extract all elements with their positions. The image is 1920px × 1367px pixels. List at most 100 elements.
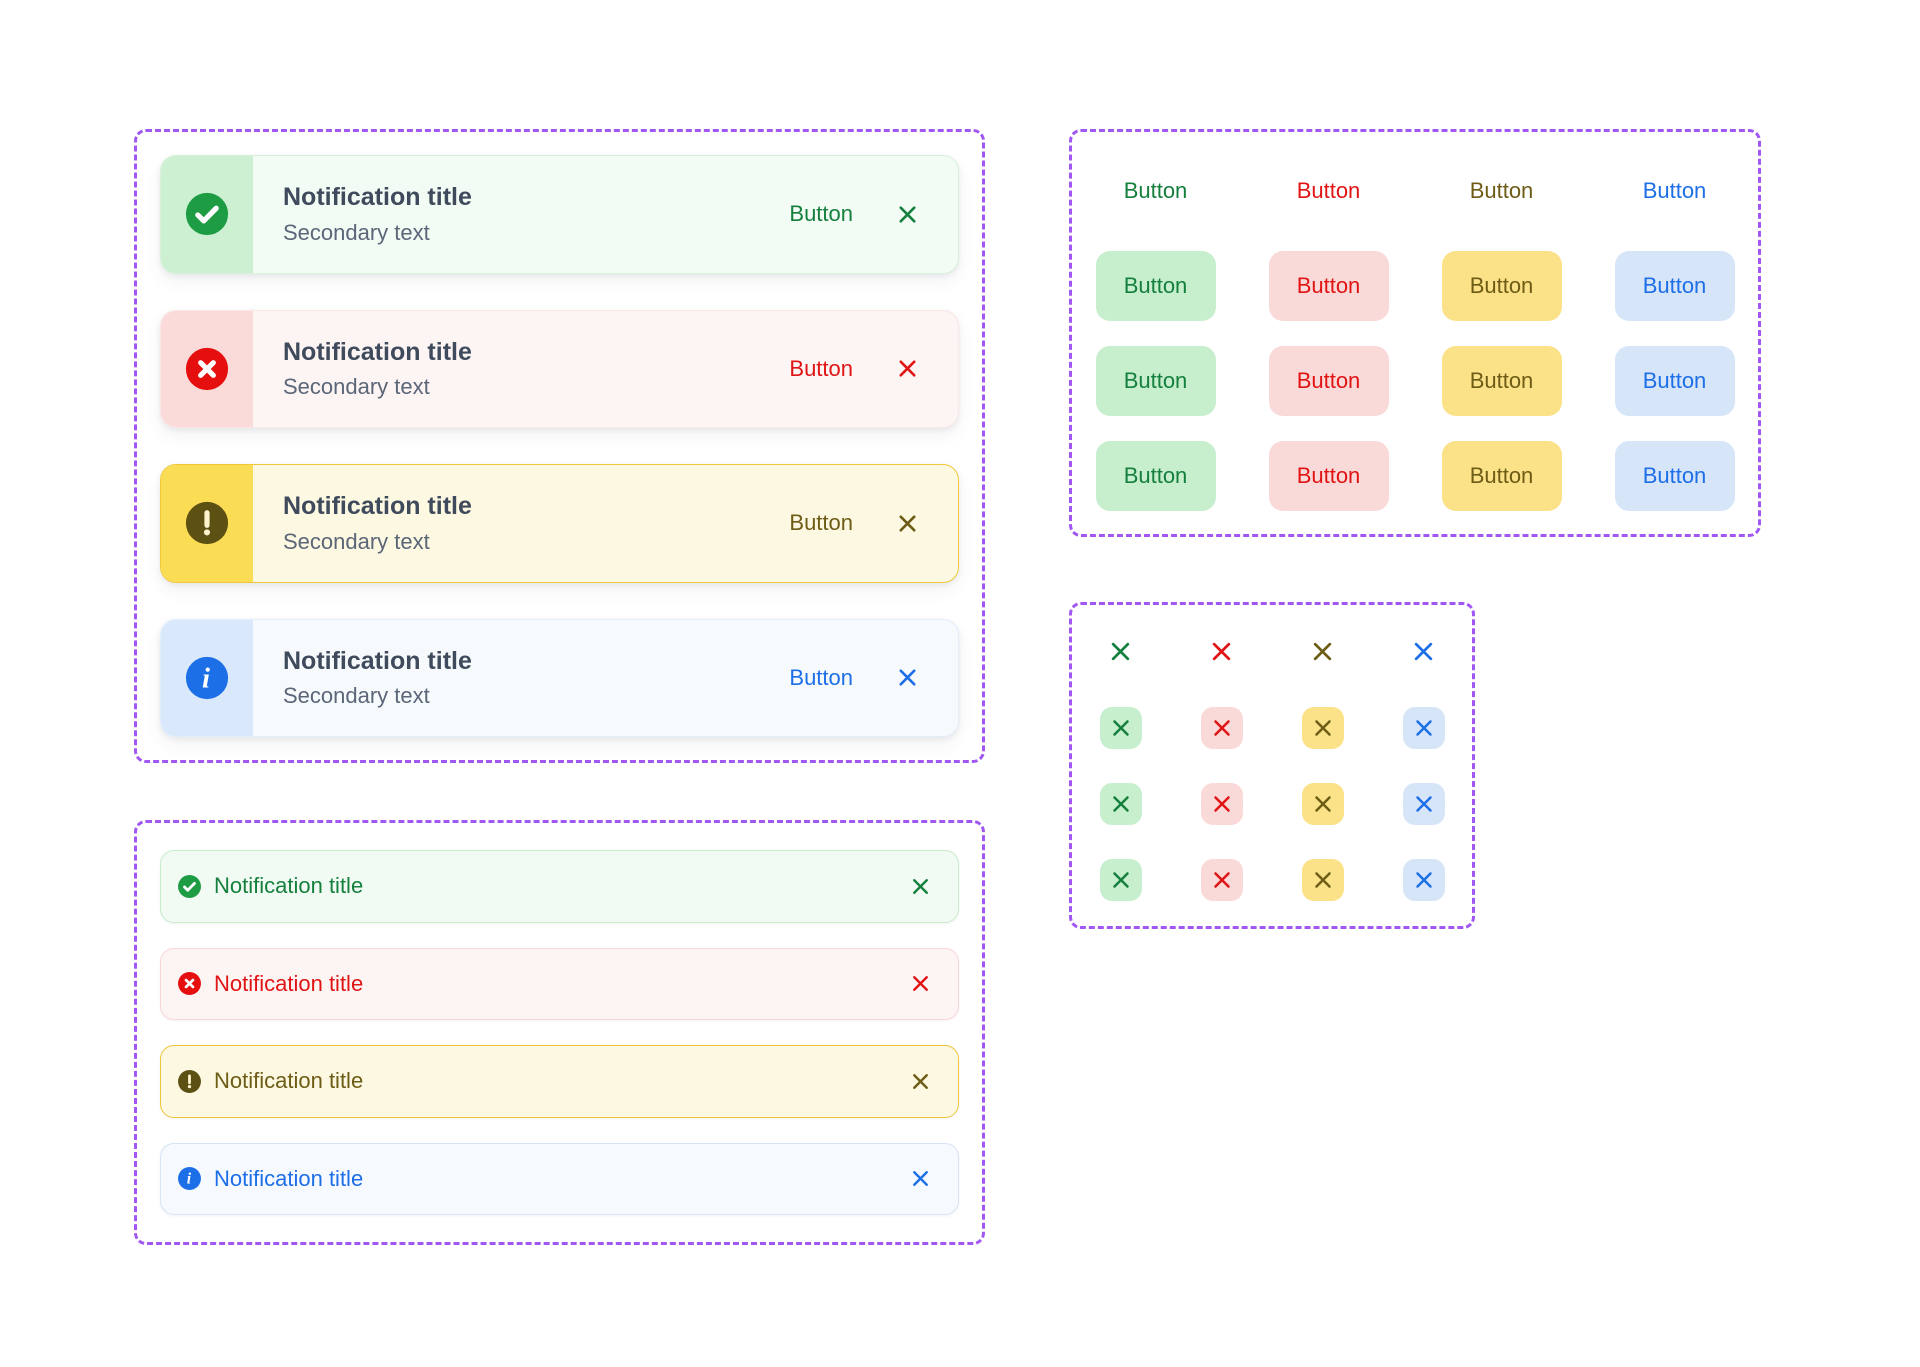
filled-button-warning[interactable]: Button xyxy=(1441,345,1562,416)
close-tile-error[interactable] xyxy=(1200,782,1243,825)
notification-content: Notification title Secondary text xyxy=(253,156,789,273)
text-button-warning[interactable]: Button xyxy=(1442,156,1562,226)
close-tile-info[interactable] xyxy=(1402,706,1445,749)
close-tile-success[interactable] xyxy=(1099,858,1142,901)
exclamation-circle-icon xyxy=(185,502,229,545)
compact-notification-error: Notification title xyxy=(160,947,959,1020)
close-button-warning[interactable] xyxy=(1302,631,1344,673)
filled-button-error[interactable]: Button xyxy=(1268,440,1389,511)
close-icon xyxy=(1314,719,1331,736)
close-icon-grid-panel xyxy=(1069,602,1475,929)
close-icon xyxy=(899,360,916,377)
close-icon xyxy=(913,1171,928,1187)
close-tile-warning[interactable] xyxy=(1301,706,1344,749)
svg-text:i: i xyxy=(202,662,210,694)
notification-actions: Button xyxy=(789,465,958,582)
x-circle-icon xyxy=(185,347,229,390)
compact-notifications-panel: Notification title Notification title No… xyxy=(134,820,985,1245)
close-icon xyxy=(1213,871,1230,888)
close-icon xyxy=(899,515,916,532)
close-tile-info[interactable] xyxy=(1402,858,1445,901)
button-grid-panel: Button Button Button Button Button Butto… xyxy=(1069,129,1761,537)
close-button-error[interactable] xyxy=(1201,631,1243,673)
notification-secondary-text: Secondary text xyxy=(283,528,430,554)
close-tile-warning[interactable] xyxy=(1301,782,1344,825)
close-icon xyxy=(1212,642,1231,661)
text-button-error[interactable]: Button xyxy=(1269,156,1389,226)
close-tile-success[interactable] xyxy=(1099,706,1142,749)
close-tile-error[interactable] xyxy=(1200,706,1243,749)
notification-title: Notification title xyxy=(214,1068,364,1094)
notification-warning: Notification title Secondary text Button xyxy=(160,464,959,583)
close-icon xyxy=(899,206,916,223)
notification-content: Notification title Secondary text xyxy=(253,311,789,428)
close-button[interactable] xyxy=(909,972,932,995)
x-circle-icon xyxy=(178,972,201,996)
close-icon xyxy=(1415,871,1432,888)
notification-title: Notification title xyxy=(214,1165,364,1191)
close-button[interactable] xyxy=(909,1070,932,1093)
filled-button-info[interactable]: Button xyxy=(1614,250,1735,321)
filled-button-success[interactable]: Button xyxy=(1095,440,1216,511)
notification-title: Notification title xyxy=(283,492,472,521)
notification-action-button[interactable]: Button xyxy=(789,201,853,227)
close-tile-info[interactable] xyxy=(1402,782,1445,825)
large-notifications-panel: Notification title Secondary text Button xyxy=(134,129,985,763)
notification-icon-area: i xyxy=(161,619,253,736)
close-button-info[interactable] xyxy=(1403,631,1445,673)
notification-title: Notification title xyxy=(214,970,364,996)
notification-title: Notification title xyxy=(214,873,364,899)
filled-button-warning[interactable]: Button xyxy=(1441,250,1562,321)
close-icon xyxy=(1314,871,1331,888)
close-icon xyxy=(1112,871,1129,888)
filled-button-info[interactable]: Button xyxy=(1614,440,1735,511)
close-icon xyxy=(1313,642,1332,661)
filled-button-info[interactable]: Button xyxy=(1614,345,1735,416)
notification-actions: Button xyxy=(789,620,958,737)
close-button[interactable] xyxy=(895,202,920,227)
notification-success: Notification title Secondary text Button xyxy=(160,155,959,274)
notification-title: Notification title xyxy=(283,183,472,212)
close-button[interactable] xyxy=(895,511,920,536)
notification-title: Notification title xyxy=(283,337,472,366)
filled-button-success[interactable]: Button xyxy=(1095,345,1216,416)
filled-button-error[interactable]: Button xyxy=(1268,250,1389,321)
notification-action-button[interactable]: Button xyxy=(789,664,853,690)
close-icon xyxy=(1213,795,1230,812)
filled-button-error[interactable]: Button xyxy=(1268,345,1389,416)
check-circle-icon xyxy=(185,193,229,236)
close-icon xyxy=(1213,719,1230,736)
compact-notification-success: Notification title xyxy=(160,850,959,923)
close-button[interactable] xyxy=(895,356,920,381)
close-icon xyxy=(1112,719,1129,736)
notification-error: Notification title Secondary text Button xyxy=(160,309,959,428)
close-tile-error[interactable] xyxy=(1200,858,1243,901)
notification-action-button[interactable]: Button xyxy=(789,510,853,536)
text-button-success[interactable]: Button xyxy=(1096,156,1216,226)
exclamation-circle-icon xyxy=(178,1069,201,1093)
close-button[interactable] xyxy=(909,1167,932,1190)
close-icon xyxy=(1415,795,1432,812)
close-button[interactable] xyxy=(895,665,920,690)
close-tile-success[interactable] xyxy=(1099,782,1142,825)
text-button-info[interactable]: Button xyxy=(1615,156,1735,226)
close-icon xyxy=(899,669,916,686)
close-icon xyxy=(1111,642,1130,661)
notification-action-button[interactable]: Button xyxy=(789,355,853,381)
close-icon xyxy=(913,976,928,992)
notification-icon-area xyxy=(161,156,253,273)
close-button-success[interactable] xyxy=(1100,631,1142,673)
notification-secondary-text: Secondary text xyxy=(283,219,430,245)
close-button[interactable] xyxy=(909,875,932,898)
close-icon xyxy=(1314,795,1331,812)
filled-button-warning[interactable]: Button xyxy=(1441,440,1562,511)
notification-info: i Notification title Secondary text Butt… xyxy=(160,618,959,737)
notification-icon-area xyxy=(161,310,253,427)
close-icon xyxy=(913,1073,928,1089)
svg-text:i: i xyxy=(187,1171,192,1188)
notification-actions: Button xyxy=(789,156,958,273)
close-tile-warning[interactable] xyxy=(1301,858,1344,901)
filled-button-success[interactable]: Button xyxy=(1095,250,1216,321)
info-circle-icon: i xyxy=(178,1167,201,1191)
